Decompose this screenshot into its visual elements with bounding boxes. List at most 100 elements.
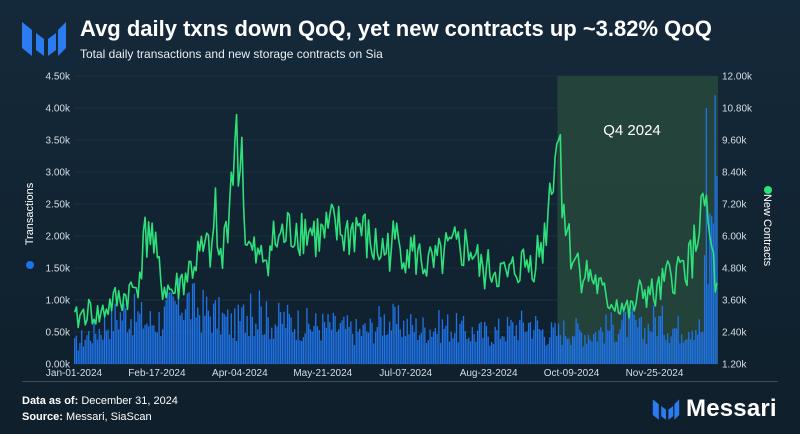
transaction-bar: [630, 311, 632, 364]
transaction-bar: [614, 341, 616, 364]
transaction-bar: [707, 284, 709, 364]
right-axis-title: New Contracts: [761, 194, 773, 267]
source-label: Source:: [22, 411, 63, 423]
transaction-bar: [144, 324, 146, 364]
right-tick-label: 10.80k: [722, 104, 753, 115]
x-tick-label: Nov-25-2024: [626, 368, 684, 379]
transaction-bar: [355, 318, 357, 364]
transaction-bar: [256, 329, 259, 364]
transaction-bar: [149, 311, 151, 364]
transaction-bar: [81, 330, 83, 364]
transaction-bar: [376, 326, 378, 364]
transaction-bar: [417, 340, 419, 364]
transaction-bar: [413, 332, 415, 364]
transaction-bar: [253, 336, 255, 364]
transaction-bar: [499, 338, 502, 364]
transaction-bar: [540, 330, 542, 364]
right-tick-label: 3.60k: [722, 296, 747, 307]
transaction-bar: [582, 346, 584, 364]
transaction-bar: [367, 332, 370, 364]
transaction-bar: [672, 328, 674, 364]
transaction-bar: [603, 343, 605, 364]
transaction-bar: [642, 338, 644, 364]
transaction-bar: [322, 313, 324, 364]
transaction-bar: [473, 334, 475, 364]
transaction-bar: [214, 300, 217, 364]
transaction-bar: [359, 328, 361, 364]
new-contracts-line: [73, 113, 718, 329]
transaction-bar: [397, 305, 400, 364]
transaction-bar: [93, 318, 95, 364]
transaction-bar: [191, 283, 194, 364]
transaction-bar: [626, 337, 628, 364]
transaction-bar: [288, 313, 290, 364]
transaction-bar: [661, 305, 664, 364]
transaction-bar: [471, 327, 473, 364]
transaction-bar: [369, 318, 371, 364]
left-tick-label: 0.50k: [46, 328, 71, 339]
transaction-bar: [480, 322, 482, 364]
transaction-bar: [557, 323, 560, 364]
left-tick-label: 4.50k: [46, 72, 71, 83]
transaction-bar: [179, 315, 181, 364]
right-tick-label: 12.00k: [722, 72, 753, 83]
contracts-legend-marker: [764, 186, 772, 194]
transaction-bar: [110, 304, 113, 364]
transaction-bar: [327, 314, 329, 364]
transaction-bar: [441, 319, 444, 364]
transaction-bar: [411, 325, 414, 364]
transaction-bar: [281, 323, 283, 364]
transaction-bar: [318, 330, 320, 364]
transaction-bars: [74, 95, 718, 364]
transaction-bar: [489, 345, 491, 364]
transaction-bar: [323, 322, 326, 364]
transaction-bar: [325, 327, 327, 364]
transaction-bar: [299, 340, 301, 364]
transaction-bar: [415, 318, 417, 364]
transaction-bar: [668, 342, 671, 364]
messari-brand-icon: [652, 399, 680, 420]
transaction-bar: [406, 318, 408, 364]
transaction-bar: [684, 339, 686, 364]
transaction-bar: [563, 320, 565, 364]
transaction-bar: [197, 307, 199, 364]
transaction-bar: [160, 336, 162, 364]
transaction-bar: [156, 332, 159, 364]
brand-name: Messari: [686, 395, 777, 422]
transaction-bar: [401, 337, 403, 364]
transaction-bar: [109, 339, 111, 364]
transaction-bar: [279, 312, 282, 364]
transaction-bar: [651, 332, 653, 364]
transaction-bar: [313, 325, 315, 364]
transaction-bar: [119, 312, 122, 364]
transaction-bar: [242, 304, 245, 364]
transaction-bar: [167, 292, 169, 364]
transaction-bar: [186, 293, 188, 364]
right-tick-label: 4.80k: [722, 264, 747, 275]
transaction-bar: [158, 312, 160, 364]
transaction-bar: [644, 327, 646, 364]
transaction-bar: [608, 330, 611, 364]
transaction-bar: [617, 334, 620, 364]
transaction-bar: [137, 311, 139, 364]
transaction-bar: [232, 338, 234, 364]
transaction-bar: [705, 108, 707, 364]
transaction-bar: [570, 344, 572, 364]
transaction-bar: [103, 316, 106, 364]
transaction-bar: [315, 313, 317, 364]
q4-annotation: Q4 2024: [603, 122, 661, 139]
transaction-bar: [425, 342, 428, 364]
transaction-bar: [506, 316, 509, 364]
transaction-bar: [116, 319, 118, 364]
transaction-bar: [290, 317, 292, 364]
transaction-bar: [269, 339, 271, 364]
left-axis-title-group: Transactions: [24, 182, 36, 245]
transaction-bar: [262, 334, 264, 364]
transaction-bar: [117, 329, 120, 364]
transaction-bar: [682, 342, 685, 364]
transaction-bar: [213, 303, 215, 364]
chart-title: Avg daily txns down QoQ, yet new contrac…: [80, 16, 712, 41]
transaction-bar: [142, 328, 144, 364]
transaction-bar: [320, 340, 322, 364]
transaction-bar: [353, 345, 356, 364]
